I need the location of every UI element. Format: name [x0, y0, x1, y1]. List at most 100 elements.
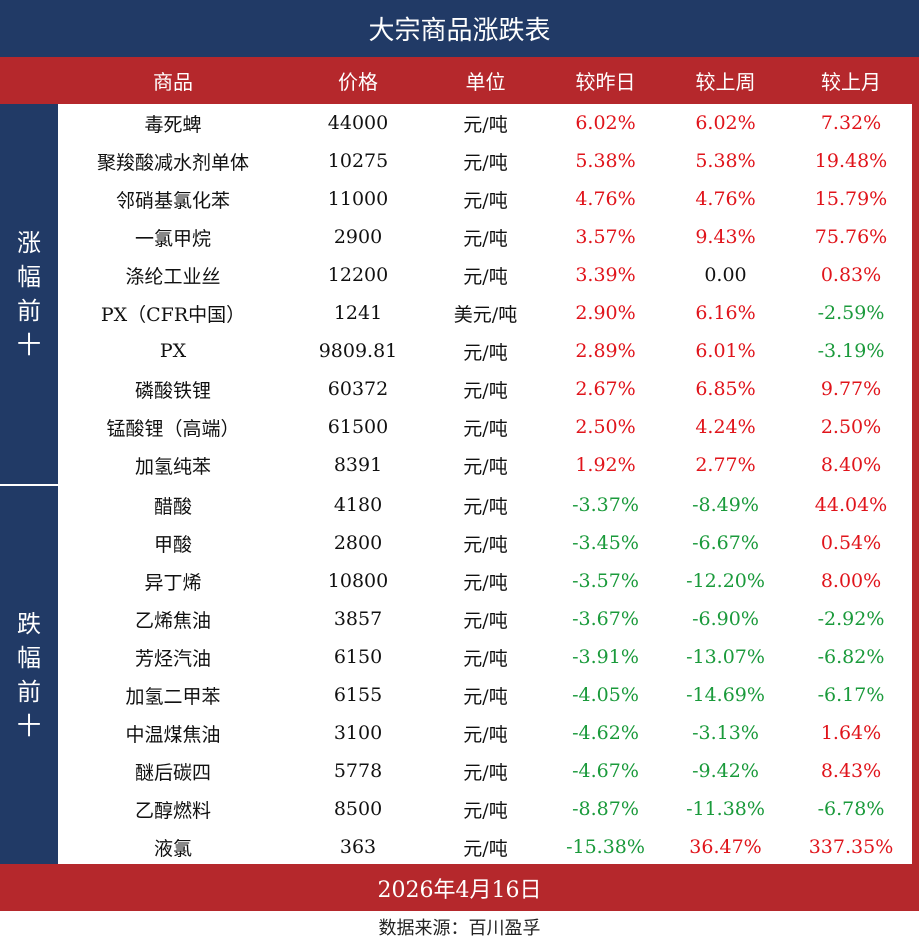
header-month: 较上月	[821, 70, 881, 94]
price-value: 4180	[333, 494, 383, 516]
price-value: 12200	[327, 264, 389, 286]
change-week: 6.02%	[695, 112, 756, 134]
change-week: 6.85%	[695, 378, 756, 400]
price-value: 8391	[333, 454, 383, 476]
change-month: 2.50%	[820, 416, 882, 438]
price-value: 2900	[333, 226, 383, 248]
change-day: -3.91%	[572, 646, 639, 668]
commodity-name: 一氯甲烷	[134, 227, 211, 250]
commodity-name: 中温煤焦油	[125, 723, 221, 746]
unit-value: 元/吨	[463, 379, 508, 402]
table-row: 加氢二甲苯 6155 元/吨 -4.05% -14.69% -6.17%	[0, 676, 919, 714]
unit-value: 元/吨	[463, 495, 508, 518]
price-value: 5778	[333, 760, 383, 782]
change-month: 8.00%	[820, 570, 882, 592]
change-month: 337.35%	[808, 836, 894, 858]
change-month: -6.78%	[817, 798, 885, 820]
date-bar: 2026年4月16日	[0, 864, 919, 911]
change-week: 5.38%	[695, 150, 756, 172]
commodity-name: 醚后碳四	[134, 761, 211, 784]
price-value: 6155	[333, 684, 383, 706]
change-day: 2.90%	[575, 302, 636, 324]
price-value: 3857	[333, 608, 383, 630]
change-month: 19.48%	[814, 150, 888, 172]
table-row: 一氯甲烷 2900 元/吨 3.57% 9.43% 75.76%	[0, 218, 919, 256]
price-value: 1241	[333, 302, 383, 324]
price-value: 44000	[327, 112, 389, 134]
unit-value: 元/吨	[463, 837, 508, 860]
commodity-name: 锰酸锂（高端）	[106, 417, 240, 440]
change-day: -8.87%	[572, 798, 639, 820]
change-day: 2.50%	[575, 416, 636, 438]
table-row: 甲酸 2800 元/吨 -3.45% -6.67% 0.54%	[0, 524, 919, 562]
table-row: 乙烯焦油 3857 元/吨 -3.67% -6.90% -2.92%	[0, 600, 919, 638]
unit-value: 元/吨	[463, 609, 508, 632]
commodity-name: PX	[159, 340, 187, 362]
change-month: 8.40%	[820, 454, 882, 476]
change-month: -2.92%	[817, 608, 885, 630]
change-day: 2.89%	[575, 340, 636, 362]
change-week: 6.01%	[695, 340, 756, 362]
commodity-name: PX（CFR中国）	[100, 303, 246, 326]
change-day: -3.37%	[572, 494, 639, 516]
price-value: 6150	[333, 646, 383, 668]
table-row: 磷酸铁锂 60372 元/吨 2.67% 6.85% 9.77%	[0, 370, 919, 408]
change-week: -12.20%	[686, 570, 765, 592]
change-day: -3.67%	[572, 608, 639, 630]
table-header: 商品 价格 单位 较昨日 较上周 较上月	[0, 57, 919, 104]
price-value: 2800	[333, 532, 383, 554]
change-week: 6.16%	[695, 302, 756, 324]
change-week: -11.38%	[686, 798, 765, 820]
group-label-bottom: 跌幅前十	[0, 486, 58, 864]
change-week: -6.67%	[692, 532, 759, 554]
commodity-name: 液氯	[153, 837, 192, 860]
table-row: 醚后碳四 5778 元/吨 -4.67% -9.42% 8.43%	[0, 752, 919, 790]
change-day: -3.45%	[572, 532, 639, 554]
change-month: 44.04%	[814, 494, 888, 516]
commodity-name: 芳烃汽油	[134, 647, 211, 670]
change-day: 1.92%	[575, 454, 636, 476]
change-week: -6.90%	[692, 608, 759, 630]
change-month: 0.54%	[820, 532, 882, 554]
group-label-bottom-text: 跌幅前十	[17, 610, 41, 740]
unit-value: 元/吨	[463, 533, 508, 556]
change-month: -6.82%	[817, 646, 885, 668]
group-label-top-text: 涨幅前十	[17, 229, 41, 359]
header-week: 较上周	[695, 70, 756, 94]
table-row: 加氢纯苯 8391 元/吨 1.92% 2.77% 8.40%	[0, 446, 919, 484]
header-price: 价格	[338, 70, 378, 94]
unit-value: 元/吨	[463, 265, 508, 288]
change-month: 15.79%	[814, 188, 888, 210]
change-day: 3.57%	[575, 226, 636, 248]
table-row: 邻硝基氯化苯 11000 元/吨 4.76% 4.76% 15.79%	[0, 180, 919, 218]
commodity-name: 聚羧酸减水剂单体	[96, 151, 249, 174]
change-week: 0.00	[704, 264, 747, 286]
price-value: 8500	[333, 798, 383, 820]
change-month: 75.76%	[814, 226, 888, 248]
change-day: 4.76%	[575, 188, 636, 210]
change-month: 1.64%	[820, 722, 882, 744]
commodity-name: 异丁烯	[144, 571, 202, 594]
price-value: 11000	[327, 188, 389, 210]
commodity-name: 毒死蜱	[144, 113, 202, 136]
change-month: -2.59%	[817, 302, 885, 324]
table-row: 液氯 363 元/吨 -15.38% 36.47% 337.35%	[0, 828, 919, 866]
table-row: 中温煤焦油 3100 元/吨 -4.62% -3.13% 1.64%	[0, 714, 919, 752]
unit-value: 元/吨	[463, 647, 508, 670]
unit-value: 元/吨	[463, 341, 508, 364]
change-month: 9.77%	[820, 378, 882, 400]
change-day: -4.67%	[572, 760, 639, 782]
table-row: 聚羧酸减水剂单体 10275 元/吨 5.38% 5.38% 19.48%	[0, 142, 919, 180]
change-month: -6.17%	[817, 684, 885, 706]
table-row: 乙醇燃料 8500 元/吨 -8.87% -11.38% -6.78%	[0, 790, 919, 828]
price-value: 9809.81	[318, 340, 398, 362]
price-value: 10800	[327, 570, 389, 592]
unit-value: 美元/吨	[453, 303, 518, 326]
change-day: 2.67%	[575, 378, 636, 400]
table-row: 异丁烯 10800 元/吨 -3.57% -12.20% 8.00%	[0, 562, 919, 600]
price-value: 3100	[333, 722, 383, 744]
header-name: 商品	[153, 70, 193, 94]
commodity-name: 加氢二甲苯	[125, 685, 221, 708]
change-day: 5.38%	[575, 150, 636, 172]
source-note: 数据来源：百川盈孚	[378, 918, 541, 939]
